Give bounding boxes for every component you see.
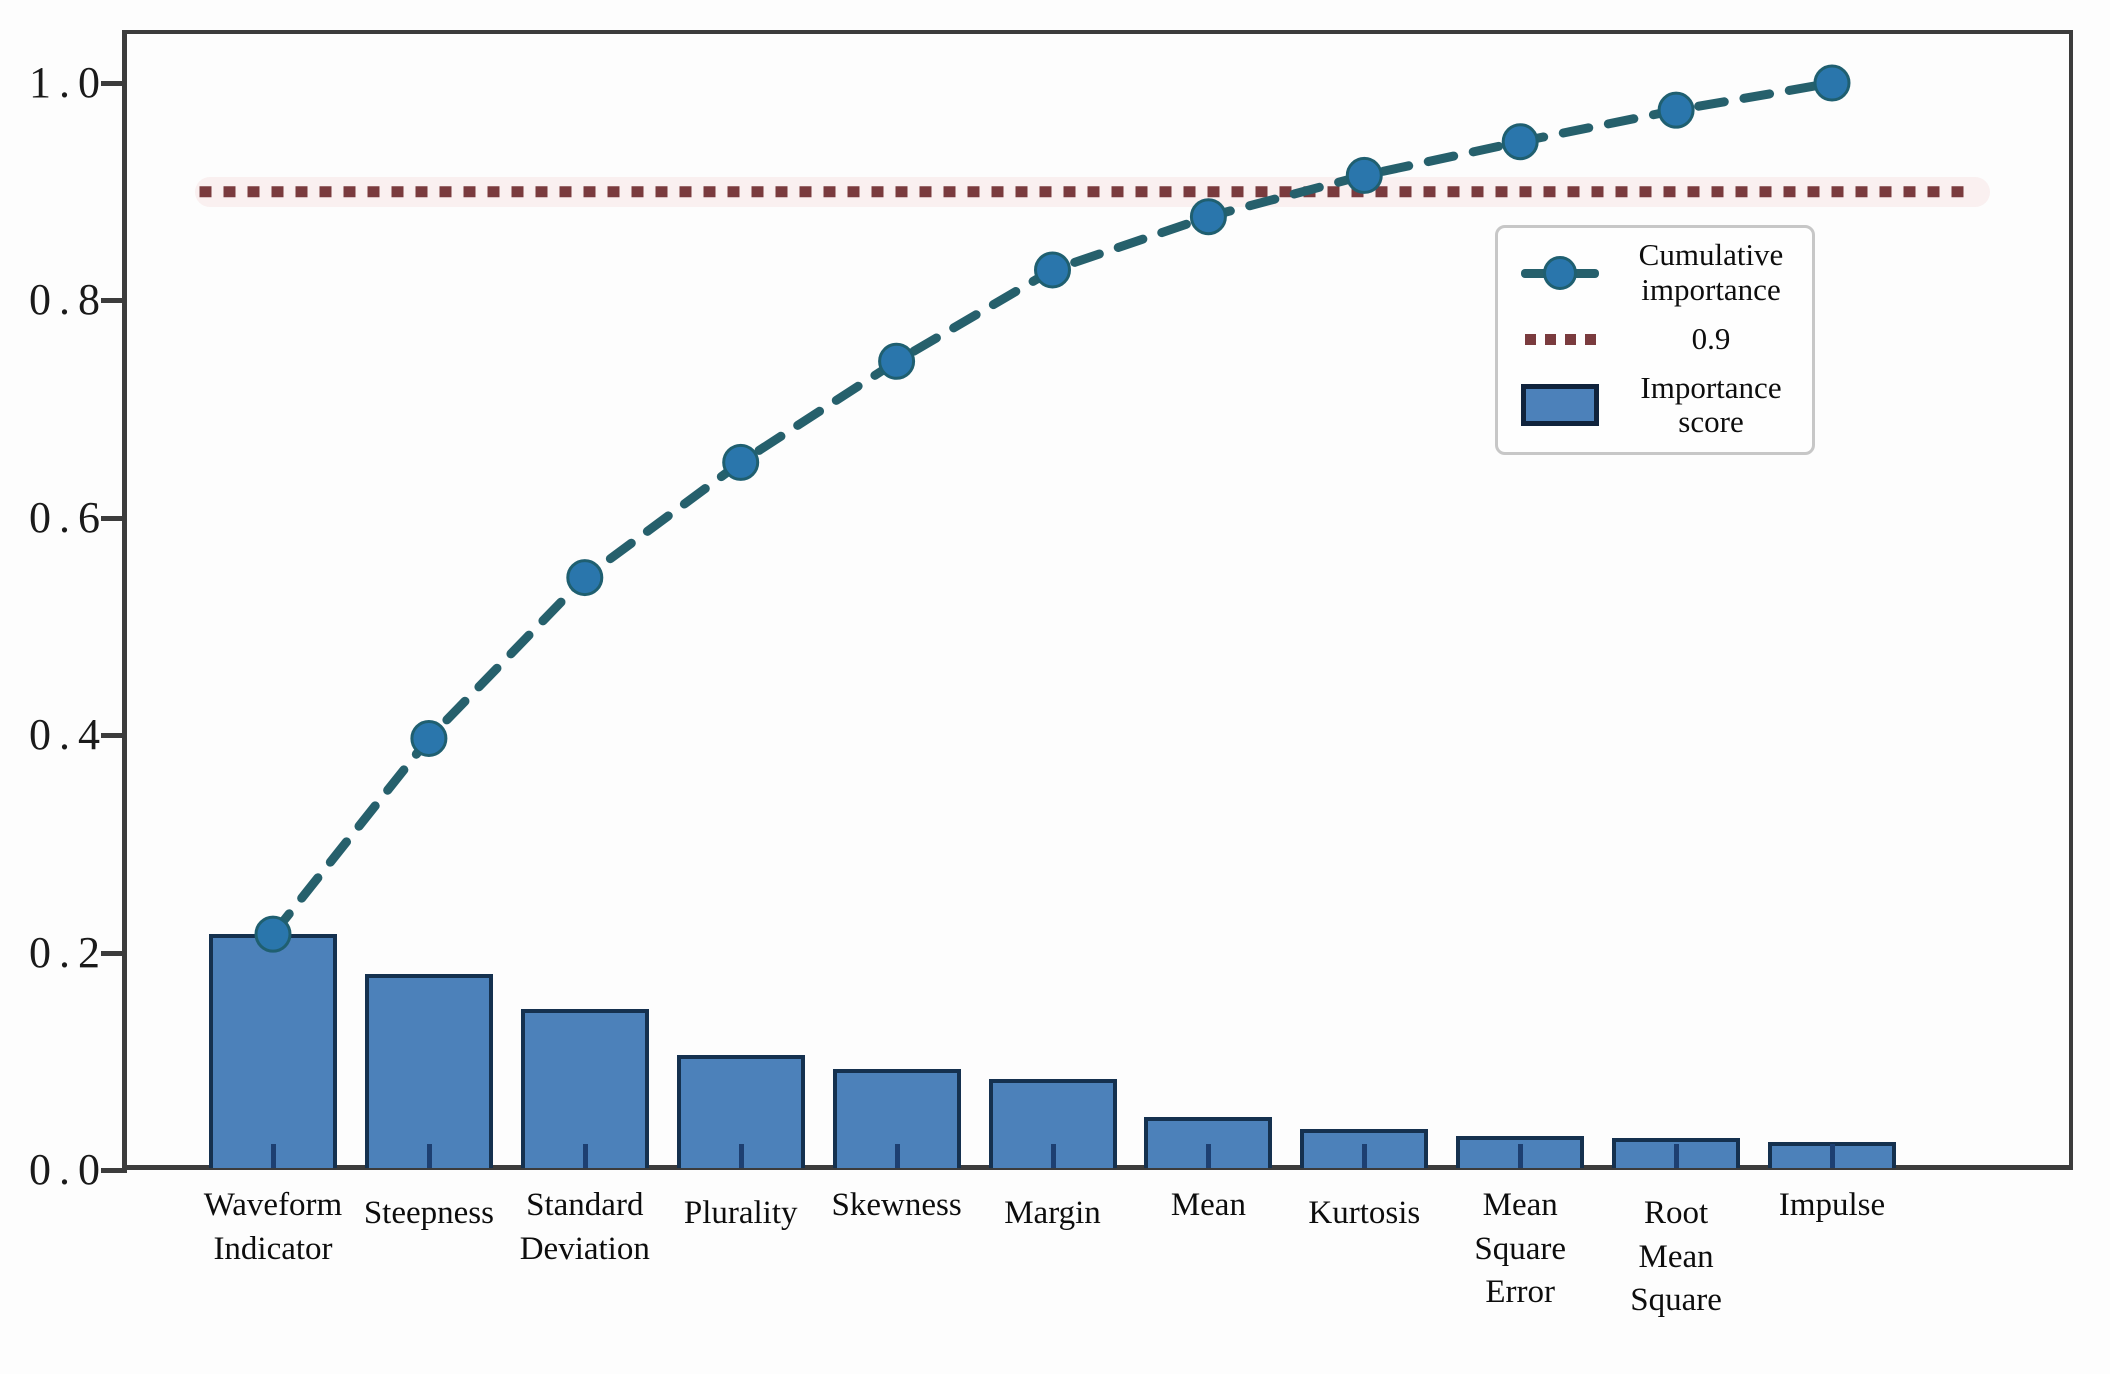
x-tick-mark	[1362, 1144, 1368, 1168]
x-category-label: Kurtosis	[1308, 1195, 1421, 1231]
legend-item-threshold: 0.9	[1504, 320, 1806, 357]
bar	[520, 1009, 649, 1168]
x-category-label: Mean	[1170, 1187, 1246, 1223]
legend-label-cumulative: Cumulative importance	[1638, 237, 1784, 307]
bar	[209, 934, 337, 1168]
y-tick-label: 0.4	[29, 710, 108, 760]
legend-item-cumulative: Cumulative importance	[1504, 237, 1806, 307]
legend-label-threshold: 0.9	[1691, 320, 1731, 356]
y-tick-label: 1.0	[29, 58, 108, 107]
bar	[364, 974, 493, 1168]
y-tick-label: 0.8	[29, 275, 108, 325]
x-category-label: Margin	[1004, 1195, 1101, 1231]
x-category-label: Root Mean Square	[1630, 1195, 1722, 1319]
y-tick-label: 0.0	[29, 1145, 108, 1194]
y-tick-mark	[101, 950, 127, 956]
x-tick-mark	[426, 1144, 432, 1168]
x-tick-mark	[1206, 1144, 1212, 1168]
x-tick-mark	[894, 1144, 900, 1168]
x-category-label: Plurality	[683, 1195, 798, 1231]
legend-label-importance: Importance score	[1640, 369, 1782, 440]
y-tick-mark	[101, 733, 127, 739]
x-category-label: Standard Deviation	[519, 1187, 650, 1267]
y-tick-label: 0.2	[29, 927, 108, 977]
x-tick-mark	[1830, 1144, 1835, 1168]
x-tick-mark	[1050, 1144, 1056, 1168]
x-tick-mark	[582, 1144, 588, 1168]
y-tick-label: 0.6	[29, 492, 108, 542]
x-category-label: Steepness	[363, 1195, 494, 1231]
line-marker-swatch-icon	[1521, 255, 1599, 291]
x-category-label: Mean Square Error	[1474, 1187, 1566, 1311]
x-tick-mark	[271, 1144, 276, 1168]
y-tick-mark	[101, 1168, 127, 1173]
y-tick-mark	[101, 515, 127, 521]
threshold-line-halo	[195, 176, 1990, 207]
legend-box: Cumulative importance 0.9 Importance sco…	[1495, 225, 1815, 455]
x-category-label: Waveform Indicator	[203, 1187, 343, 1267]
x-category-label: Skewness	[831, 1187, 962, 1223]
x-tick-mark	[1674, 1144, 1680, 1168]
x-category-label: Impulse	[1778, 1187, 1886, 1223]
legend-item-importance: Importance score	[1504, 369, 1806, 440]
y-tick-mark	[101, 298, 127, 304]
dotted-line-swatch-icon	[1524, 333, 1596, 345]
x-tick-mark	[1518, 1144, 1524, 1168]
x-tick-mark	[738, 1144, 744, 1168]
y-tick-mark	[101, 81, 127, 86]
bar-swatch-icon	[1521, 384, 1599, 427]
